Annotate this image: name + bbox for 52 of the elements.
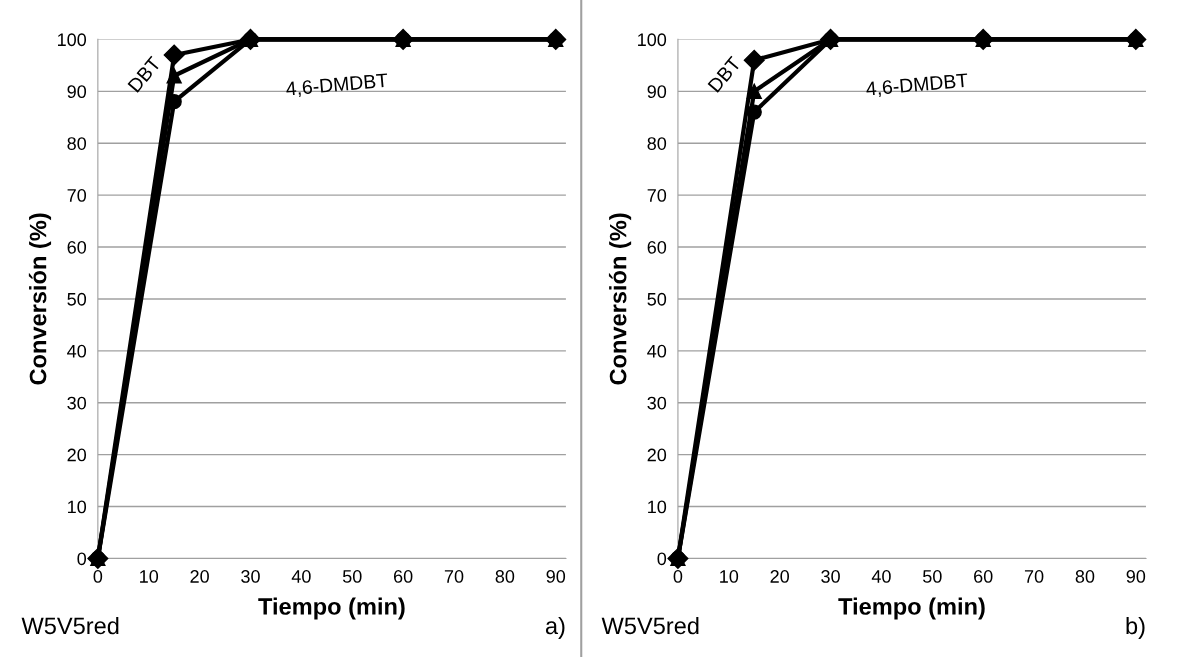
y-tick-label: 60 <box>67 240 87 254</box>
y-axis-title: Conversión (%) <box>28 213 52 385</box>
x-tick-label: 0 <box>93 570 103 583</box>
x-tick-label: 50 <box>922 570 942 583</box>
x-axis-title: Tiempo (min) <box>258 597 405 620</box>
annotation: 4,6-DMDBT <box>865 73 969 99</box>
y-tick-label: 30 <box>647 396 667 410</box>
y-tick-label: 20 <box>647 448 667 462</box>
x-tick-label: 20 <box>770 570 790 583</box>
x-tick-label: 80 <box>495 570 515 583</box>
x-tick-label: 0 <box>673 570 683 583</box>
x-tick-label: 40 <box>291 570 311 583</box>
text: W5V5red <box>601 616 699 635</box>
x-tick-label: 30 <box>241 570 260 583</box>
y-tick-label: 80 <box>647 137 667 150</box>
x-tick-label: 70 <box>444 570 464 583</box>
x-tick-label: 70 <box>1024 570 1044 583</box>
y-tick-label: 90 <box>647 85 667 99</box>
x-tick-label: 90 <box>1126 570 1146 583</box>
x-tick-label: 40 <box>871 570 891 583</box>
x-tick-label: 60 <box>393 570 413 583</box>
y-tick-label: 60 <box>647 240 667 254</box>
x-axis-title: Tiempo (min) <box>838 597 985 620</box>
y-tick-label: 50 <box>647 292 667 306</box>
y-tick-label: 70 <box>67 189 87 202</box>
x-tick-label: 10 <box>140 570 159 583</box>
x-tick-label: 80 <box>1075 570 1095 583</box>
x-tick-label: 20 <box>190 570 209 583</box>
y-tick-label: 40 <box>67 344 87 358</box>
x-tick-label: 90 <box>546 570 566 583</box>
text: a) <box>545 616 565 639</box>
y-tick-label: 80 <box>67 137 87 150</box>
y-tick-label: 100 <box>58 33 87 47</box>
annotation: 4,6-DMDBT <box>285 73 389 99</box>
y-tick-label: 40 <box>647 344 667 358</box>
y-tick-label: 70 <box>647 189 667 202</box>
text: W5V5red <box>21 616 119 635</box>
x-tick-label: 10 <box>720 570 739 583</box>
y-tick-label: 100 <box>638 33 667 47</box>
y-tick-label: 30 <box>67 396 87 410</box>
y-axis-title: Conversión (%) <box>608 213 632 385</box>
x-tick-label: 50 <box>342 570 362 583</box>
y-tick-label: 90 <box>67 85 87 99</box>
y-tick-label: 0 <box>657 552 667 566</box>
y-tick-label: 0 <box>77 552 87 566</box>
y-tick-label: 20 <box>67 448 87 462</box>
y-tick-label: 10 <box>68 500 87 514</box>
y-tick-label: 50 <box>67 292 87 306</box>
y-tick-label: 10 <box>648 500 667 514</box>
x-tick-label: 60 <box>974 570 993 583</box>
text: b) <box>1126 616 1145 639</box>
x-tick-label: 30 <box>821 570 840 583</box>
